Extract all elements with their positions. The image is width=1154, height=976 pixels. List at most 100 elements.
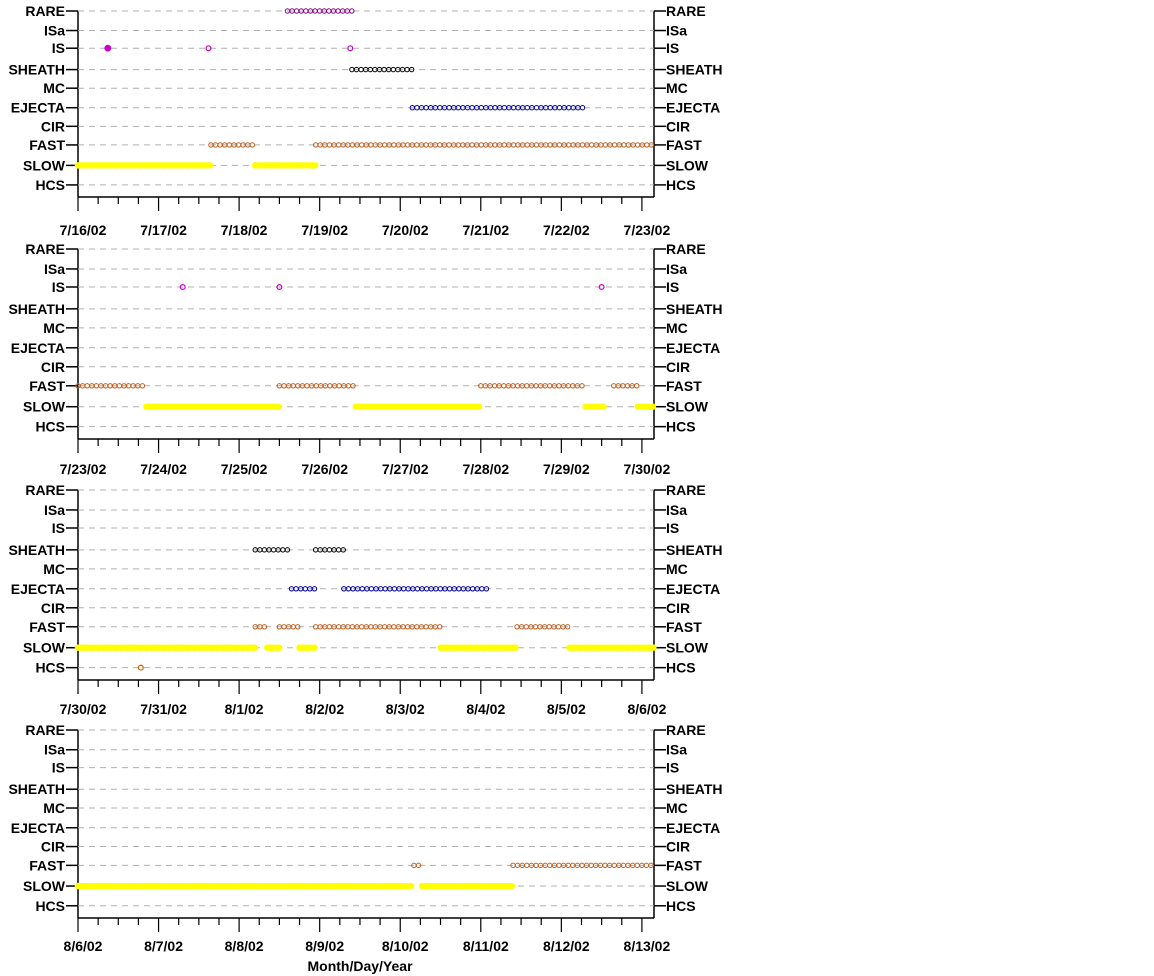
x-tick-label: 7/24/02: [140, 461, 187, 477]
data-point: [437, 624, 443, 630]
data-point: [611, 862, 617, 869]
series-slow: [74, 644, 657, 651]
y-tick-label-left: EJECTA: [11, 820, 65, 836]
y-tick-label-left: IS: [52, 40, 65, 56]
data-point: [524, 105, 531, 111]
x-tick-label: 7/30/02: [624, 461, 671, 477]
data-point: [407, 882, 415, 890]
data-point: [644, 142, 650, 148]
y-tick-label-right: HCS: [666, 660, 696, 676]
data-point: [579, 862, 585, 869]
y-tick-label-left: HCS: [35, 660, 65, 676]
data-point: [311, 162, 319, 169]
series-slow: [74, 882, 516, 890]
y-tick-label-left: IS: [52, 520, 65, 536]
data-point: [414, 624, 420, 630]
y-tick-label-left: HCS: [35, 177, 65, 193]
y-tick-label-left: IS: [52, 279, 65, 295]
y-tick-label-left: RARE: [25, 722, 65, 738]
data-point: [358, 66, 364, 73]
data-point: [179, 284, 186, 291]
data-point: [415, 862, 422, 869]
y-tick-label-left: RARE: [25, 3, 65, 19]
series-ejecta: [409, 105, 586, 111]
y-tick-label-left: ISa: [44, 261, 65, 277]
y-tick-label-left: SLOW: [23, 157, 66, 173]
x-tick-label: 7/30/02: [60, 701, 107, 717]
y-tick-label-right: SLOW: [666, 878, 709, 894]
y-tick-label-left: EJECTA: [11, 581, 65, 597]
y-tick-label-left: SHEATH: [8, 301, 65, 317]
x-tick-label: 7/28/02: [462, 461, 509, 477]
y-tick-label-left: MC: [43, 800, 65, 816]
y-tick-label-left: EJECTA: [11, 100, 65, 116]
y-tick-label-right: IS: [666, 279, 679, 295]
data-point: [335, 624, 342, 630]
data-point: [359, 586, 365, 592]
data-point: [336, 383, 342, 389]
data-point: [649, 403, 657, 410]
y-tick-label-right: SLOW: [666, 157, 709, 173]
x-tick-label: 7/20/02: [382, 222, 429, 238]
y-tick-label-right: FAST: [666, 137, 702, 153]
x-tick-label: 7/21/02: [462, 222, 509, 238]
data-point: [311, 586, 318, 592]
data-point: [501, 142, 507, 148]
data-point: [546, 624, 552, 630]
data-point: [523, 624, 529, 630]
data-point: [358, 624, 365, 630]
y-tick-label-right: MC: [666, 320, 688, 336]
data-point: [556, 383, 562, 389]
panel-3: RARE RARE ISa ISa IS IS SHEATH SHEATH MC MC EJECTA…: [8, 482, 722, 717]
data-point: [340, 547, 346, 553]
x-tick-label: 8/9/02: [305, 938, 344, 954]
data-point: [270, 547, 277, 553]
data-point: [556, 862, 562, 869]
data-point: [508, 882, 516, 890]
data-point: [469, 105, 475, 111]
y-tick-label-left: HCS: [35, 898, 65, 914]
y-tick-label-left: CIR: [41, 600, 65, 616]
data-point: [284, 547, 291, 553]
series-hcs: [137, 664, 144, 671]
data-point: [414, 586, 421, 592]
data-point: [303, 8, 309, 14]
x-tick-label: 7/29/02: [543, 461, 590, 477]
series-fast: [208, 142, 655, 148]
data-point: [293, 586, 299, 592]
data-point: [648, 142, 655, 148]
data-point: [479, 586, 485, 592]
data-point: [501, 383, 507, 389]
x-tick-label: 8/11/02: [463, 938, 509, 954]
series-sheath: [252, 547, 346, 553]
series-fast: [411, 862, 654, 869]
series-slow: [74, 162, 319, 169]
x-tick-label: 7/23/02: [60, 461, 107, 477]
y-tick-label-left: SLOW: [23, 640, 66, 656]
data-point: [281, 383, 287, 389]
y-tick-label-left: ISa: [44, 742, 65, 758]
x-tick-label: 7/18/02: [221, 222, 268, 238]
data-point: [579, 383, 585, 389]
data-point: [335, 142, 342, 148]
y-tick-label-right: EJECTA: [666, 820, 720, 836]
x-tick-label: 7/27/02: [382, 461, 429, 477]
x-tick-label: 8/6/02: [627, 701, 666, 717]
data-point: [556, 105, 563, 111]
y-tick-label-right: MC: [666, 80, 688, 96]
x-tick-label: 8/6/02: [64, 938, 103, 954]
y-tick-label-right: CIR: [666, 359, 690, 375]
x-tick-label: 8/1/02: [225, 701, 264, 717]
y-tick-label-left: IS: [52, 760, 65, 776]
x-tick-label: 8/12/02: [543, 938, 590, 954]
data-point: [281, 624, 287, 630]
data-point: [381, 66, 387, 73]
x-tick-label: 8/8/02: [225, 938, 264, 954]
x-tick-label: 8/13/02: [624, 938, 671, 954]
y-tick-label-left: FAST: [29, 378, 65, 394]
y-tick-label-right: ISa: [666, 261, 687, 277]
series-is: [179, 284, 605, 291]
data-point: [350, 383, 356, 389]
x-tick-label: 8/4/02: [466, 701, 505, 717]
